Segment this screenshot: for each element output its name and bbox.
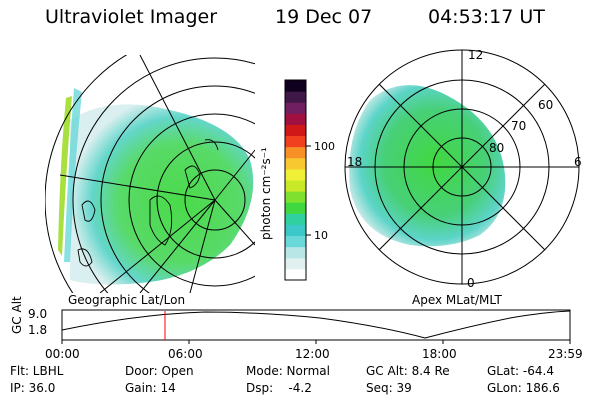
colorbar-swatch [285,102,306,114]
colorbar-swatch [285,146,306,159]
colorbar-swatch [285,257,306,270]
gain-param: Gain: 14 [125,381,176,395]
colorbar-swatch [285,91,306,103]
seq-param: Seq: 39 [366,381,412,395]
geo-map-content [45,55,255,293]
aurora-oval-right [349,85,506,247]
mlt-label-6: 6 [574,155,582,169]
colorbar-swatch [285,135,306,148]
geo-grid [45,55,255,293]
colorbar-swatch [285,246,306,259]
time-tick-2359: 23:59 [548,347,583,361]
mlt-label-0: 0 [467,276,475,290]
date-label: 19 Dec 07 [275,6,373,28]
colorbar-tick-100: 100 [314,140,335,153]
geo-map-caption: Geographic Lat/Lon [68,293,186,307]
colorbar-swatch [285,124,306,137]
aurora-oval-left [70,104,254,285]
altitude-ytick-1.8: 1.8 [28,323,48,337]
mlt-label-18: 18 [347,155,363,169]
colorbar-swatch [285,268,306,281]
colorbar-tick-10: 10 [314,229,328,242]
glon-param: GLon: 186.6 [487,381,560,395]
dsp-param: Dsp: -4.2 [246,381,312,395]
colorbar-swatch [285,168,306,181]
altitude-curve [61,310,571,339]
altitude-ylabel: GC Alt [10,296,24,334]
colorbar-swatches [285,80,306,281]
colorbar-swatch [285,213,306,225]
polar-plot-caption: Apex MLat/MLT [412,293,502,307]
glat-param: GLat: -64.4 [487,364,554,378]
polar-grid [344,49,580,285]
filter-param: Flt: LBHL [10,364,64,378]
colorbar-swatch [285,224,306,237]
colorbar-swatch [285,235,306,248]
door-param: Door: Open [125,364,194,378]
colorbar-swatch [285,113,306,125]
time-tick-1200: 12:00 [295,347,330,361]
coastline [77,139,219,267]
colorbar-swatch [285,180,306,192]
time-label: 04:53:17 UT [428,6,545,28]
colorbar-swatch [285,202,306,214]
mlat-label-80: 80 [489,141,505,155]
colorbar-swatch [285,80,306,92]
altitude-ytick-9: 9.0 [28,307,48,321]
colorbar-swatch [285,191,306,203]
time-tick-0600: 06:00 [168,347,203,361]
mlt-label-12: 12 [468,48,484,62]
mode-param: Mode: Normal [246,364,330,378]
mlat-label-70: 70 [511,119,527,133]
time-tick-0000: 00:00 [45,347,80,361]
time-tick-1800: 18:00 [422,347,457,361]
aurora-halo-left [64,88,82,262]
app-title: Ultraviolet Imager [45,6,218,28]
colorbar-swatch [285,157,306,170]
ip-param: IP: 36.0 [10,381,56,395]
mlat-label-60: 60 [538,98,554,112]
gc-alt-param: GC Alt: 8.4 Re [366,364,450,378]
